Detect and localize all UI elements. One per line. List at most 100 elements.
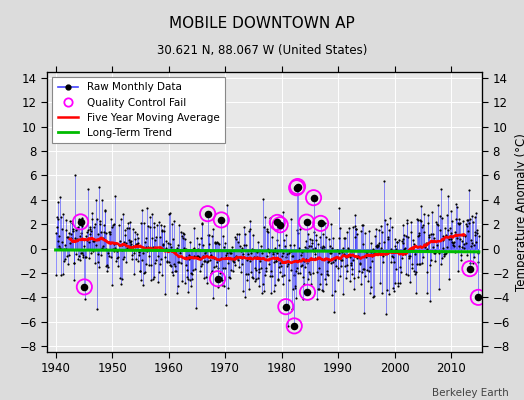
Point bbox=[391, 236, 399, 242]
Point bbox=[359, 241, 368, 247]
Point bbox=[211, 238, 220, 245]
Point bbox=[221, 254, 230, 260]
Point bbox=[52, 272, 60, 278]
Point bbox=[296, 270, 304, 276]
Y-axis label: Temperature Anomaly (°C): Temperature Anomaly (°C) bbox=[516, 133, 524, 291]
Point bbox=[263, 253, 271, 259]
Point bbox=[324, 258, 333, 264]
Point bbox=[64, 252, 73, 258]
Point bbox=[366, 289, 374, 296]
Point bbox=[279, 281, 288, 287]
Point bbox=[288, 253, 297, 260]
Point bbox=[373, 242, 381, 248]
Point bbox=[354, 274, 363, 280]
Point bbox=[278, 253, 286, 260]
Point bbox=[438, 215, 446, 222]
Point bbox=[339, 245, 347, 251]
Point bbox=[445, 232, 454, 239]
Text: MOBILE DOWNTOWN AP: MOBILE DOWNTOWN AP bbox=[169, 16, 355, 31]
Point bbox=[420, 211, 428, 218]
Point bbox=[183, 267, 191, 273]
Point bbox=[225, 248, 234, 254]
Point bbox=[204, 232, 213, 239]
Point bbox=[439, 244, 447, 251]
Point bbox=[166, 240, 174, 247]
Point bbox=[108, 282, 116, 288]
Point bbox=[268, 272, 276, 279]
Point bbox=[388, 254, 397, 260]
Point bbox=[170, 217, 179, 224]
Point bbox=[52, 224, 61, 230]
Point bbox=[61, 256, 69, 262]
Point bbox=[466, 266, 474, 272]
Point bbox=[115, 221, 123, 228]
Point bbox=[276, 260, 284, 266]
Point bbox=[376, 280, 385, 286]
Point bbox=[174, 258, 183, 265]
Point bbox=[205, 240, 213, 247]
Point bbox=[192, 305, 200, 311]
Point bbox=[397, 248, 405, 254]
Point bbox=[146, 214, 154, 221]
Point bbox=[216, 270, 225, 277]
Point bbox=[472, 239, 480, 245]
Point bbox=[159, 240, 167, 247]
Point bbox=[203, 210, 212, 217]
Point bbox=[97, 244, 106, 251]
Point bbox=[227, 267, 235, 273]
Point bbox=[196, 256, 204, 262]
Point bbox=[458, 238, 466, 244]
Point bbox=[233, 255, 242, 261]
Point bbox=[285, 250, 293, 256]
Point bbox=[367, 248, 375, 255]
Point bbox=[65, 230, 73, 236]
Point bbox=[446, 225, 454, 232]
Point bbox=[322, 281, 330, 288]
Point bbox=[127, 240, 135, 247]
Point bbox=[193, 235, 201, 241]
Point bbox=[57, 272, 66, 278]
Point bbox=[177, 228, 185, 235]
Point bbox=[151, 237, 160, 244]
Point bbox=[131, 229, 139, 236]
Point bbox=[178, 233, 186, 240]
Point bbox=[261, 268, 270, 274]
Point bbox=[393, 239, 401, 245]
Point bbox=[386, 248, 395, 254]
Point bbox=[224, 260, 233, 267]
Point bbox=[218, 276, 226, 283]
Point bbox=[454, 220, 462, 227]
Point bbox=[369, 294, 377, 300]
Point bbox=[381, 251, 389, 257]
Point bbox=[213, 276, 222, 282]
Point bbox=[333, 247, 341, 254]
Point bbox=[229, 258, 237, 264]
Point bbox=[401, 232, 410, 239]
Point bbox=[375, 240, 383, 246]
Point bbox=[344, 247, 353, 254]
Point bbox=[139, 250, 147, 256]
Point bbox=[464, 228, 472, 235]
Point bbox=[101, 207, 109, 214]
Point bbox=[397, 268, 405, 275]
Point bbox=[54, 238, 63, 244]
Point bbox=[442, 232, 450, 238]
Point bbox=[145, 253, 154, 259]
Point bbox=[87, 250, 95, 256]
Point bbox=[110, 220, 118, 227]
Point bbox=[431, 258, 440, 264]
Point bbox=[433, 220, 442, 227]
Point bbox=[217, 217, 225, 223]
Point bbox=[312, 236, 321, 243]
Point bbox=[154, 279, 162, 285]
Point bbox=[161, 245, 170, 252]
Point bbox=[145, 262, 153, 268]
Point bbox=[169, 236, 178, 242]
Point bbox=[281, 304, 290, 310]
Point bbox=[96, 229, 105, 236]
Point bbox=[337, 257, 346, 264]
Point bbox=[456, 220, 465, 226]
Point bbox=[330, 255, 339, 261]
Point bbox=[378, 253, 387, 260]
Point bbox=[382, 311, 390, 317]
